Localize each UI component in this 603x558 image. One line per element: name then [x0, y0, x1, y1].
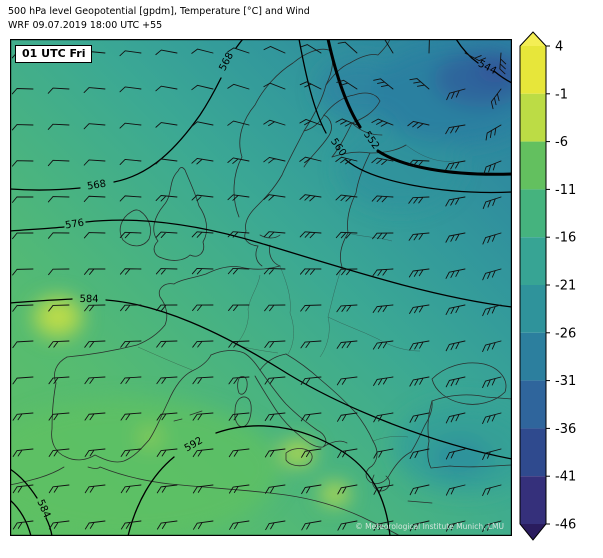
country-borders-layer	[137, 144, 455, 442]
colorbar-segment	[520, 189, 546, 238]
colorbar-tick-labels: 4 -1 -6 -11 -16 -21 -26 -31 -36 -41 -46	[555, 40, 576, 533]
valid-time-label: 01 UTC Fri	[15, 45, 93, 63]
colorbar-segment	[520, 93, 546, 142]
colorbar-tick-label: -6	[555, 135, 568, 150]
figure-title: 500 hPa level Geopotential [gpdm], Tempe…	[8, 6, 310, 17]
colorbar-tick-label: -36	[555, 422, 576, 437]
colorbar-tick-label: -26	[555, 326, 576, 341]
map-canvas: 544 552 560 568 568 576 584 584 592 © Me…	[10, 39, 512, 536]
contour-label-568b: 568	[86, 179, 107, 193]
colorbar-segment	[520, 141, 546, 190]
figure-subtitle: WRF 09.07.2019 18:00 UTC +55	[8, 19, 163, 31]
colorbar-segment	[520, 332, 546, 381]
colorbar-tick-label: -21	[555, 279, 576, 294]
map-border	[10, 39, 512, 536]
colorbar-tick-label: 4	[555, 40, 563, 55]
colorbar-tick-label: -31	[555, 374, 576, 389]
colorbar-arrow-top	[520, 32, 546, 46]
colorbar-tick-label: -41	[555, 470, 576, 485]
colorbar: 4 -1 -6 -11 -16 -21 -26 -31 -36 -41 -46	[519, 31, 576, 541]
colorbar-arrow-bottom	[520, 524, 546, 540]
colorbar-segment	[520, 46, 546, 94]
contour-label-576: 576	[64, 218, 85, 232]
colorbar-segments	[519, 31, 547, 541]
colorbar-tick-label: -11	[555, 183, 576, 198]
contour-label-584a: 584	[79, 294, 98, 305]
colorbar-tick-label: -46	[555, 518, 576, 533]
colorbar-tickmarks	[546, 45, 550, 525]
figure-header: 500 hPa level Geopotential [gpdm], Tempe…	[8, 5, 310, 33]
colorbar-segment	[520, 285, 546, 333]
colorbar-segment	[520, 428, 546, 477]
watermark: © Meteorological Institute Munich, LMU	[355, 522, 504, 531]
colorbar-segment	[520, 237, 546, 285]
geopotential-contours-layer	[10, 39, 512, 536]
temperature-fill-layer	[10, 39, 512, 536]
colorbar-segment	[520, 380, 546, 429]
colorbar-tick-label: -1	[555, 87, 568, 102]
colorbar-segment	[520, 476, 546, 524]
bold-552-contour	[326, 39, 512, 176]
colorbar-tick-label: -16	[555, 231, 576, 246]
